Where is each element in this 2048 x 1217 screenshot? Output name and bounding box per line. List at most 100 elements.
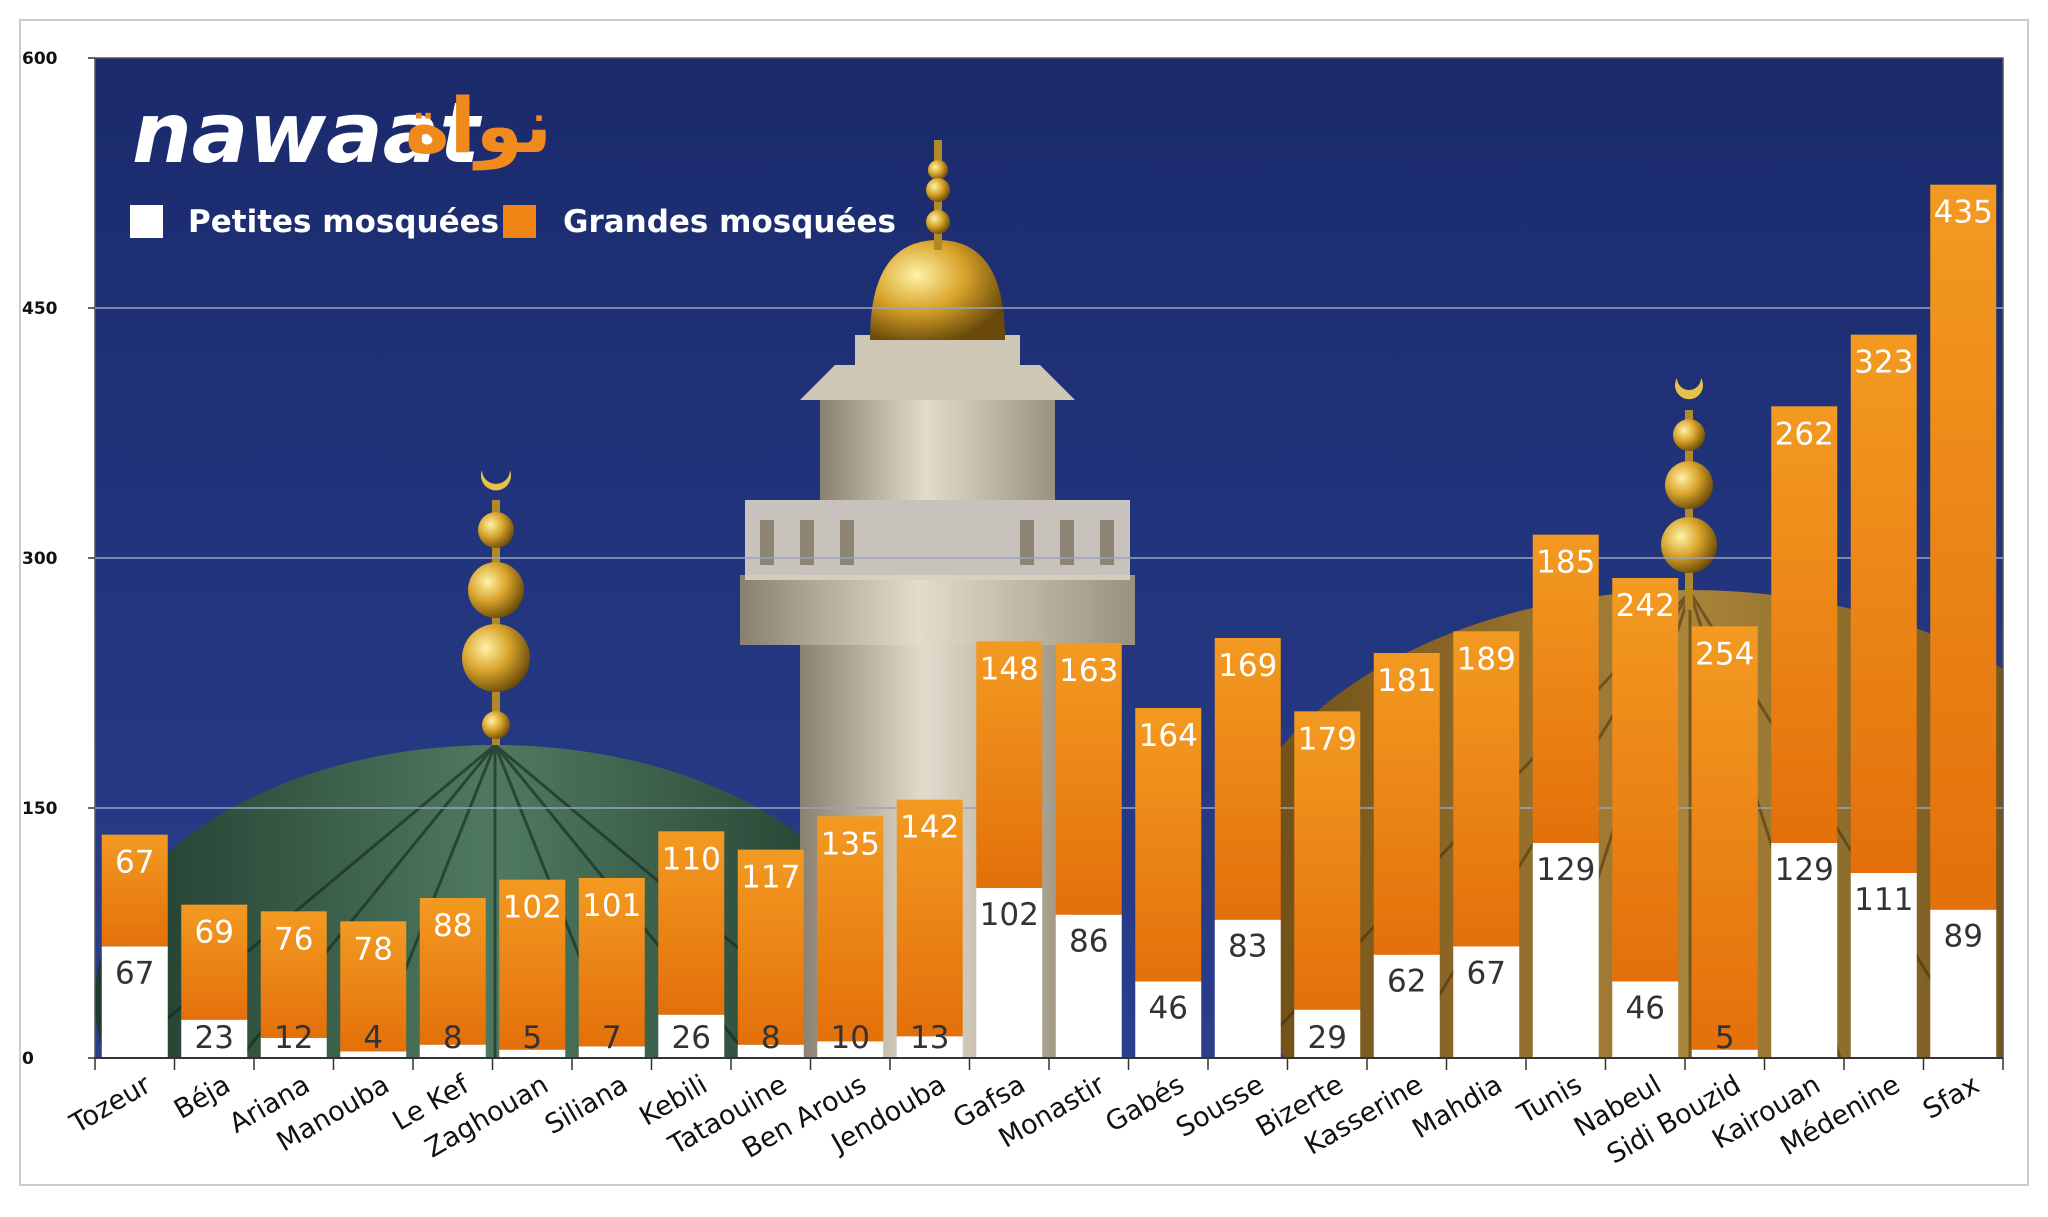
legend-swatch-large xyxy=(503,205,536,238)
y-tick-label: 600 xyxy=(22,49,58,69)
bar-large-6 xyxy=(578,878,645,1047)
bar-small-6 xyxy=(578,1046,645,1058)
bar-small-22 xyxy=(1850,873,1917,1058)
bar-large-16 xyxy=(1373,653,1440,955)
label-small-21: 129 xyxy=(1775,852,1834,888)
bar-large-22 xyxy=(1850,334,1917,874)
bar-large-1 xyxy=(181,904,248,1020)
y-tick-label: 0 xyxy=(22,1049,34,1069)
bar-small-5 xyxy=(499,1049,566,1058)
label-large-10: 142 xyxy=(900,810,959,846)
label-small-12: 86 xyxy=(1069,924,1108,960)
x-tick-label: Tozeur xyxy=(64,1069,157,1141)
bar-small-16 xyxy=(1373,954,1440,1058)
bar-large-8 xyxy=(737,849,804,1045)
label-large-19: 242 xyxy=(1616,588,1675,624)
bar-large-0 xyxy=(101,834,168,947)
bar-large-7 xyxy=(658,831,725,1015)
bar-small-20 xyxy=(1691,1049,1758,1058)
bar-large-11 xyxy=(976,641,1043,888)
bar-small-11 xyxy=(976,888,1043,1058)
bar-small-3 xyxy=(340,1051,407,1058)
bar-large-5 xyxy=(499,879,566,1050)
label-large-18: 185 xyxy=(1536,545,1595,581)
bar-small-1 xyxy=(181,1019,248,1058)
label-large-2: 76 xyxy=(274,921,313,957)
bar-large-19 xyxy=(1612,578,1679,982)
nawaat-logo: nawaat نواة xyxy=(132,81,552,182)
legend-label-small: Petites mosquées xyxy=(188,204,499,240)
bar-large-18 xyxy=(1532,534,1599,843)
bar-small-17 xyxy=(1453,946,1520,1058)
label-small-22: 111 xyxy=(1854,882,1913,918)
x-tick-label: Gabés xyxy=(1100,1069,1189,1138)
label-large-17: 189 xyxy=(1457,641,1516,677)
bar-small-8 xyxy=(737,1044,804,1058)
y-tick-label: 450 xyxy=(22,299,58,319)
label-small-5: 5 xyxy=(522,1020,542,1056)
label-large-15: 179 xyxy=(1298,721,1357,757)
x-tick-label: Sfax xyxy=(1918,1069,1985,1125)
label-small-0: 67 xyxy=(115,955,154,991)
label-large-6: 101 xyxy=(582,888,641,924)
bar-large-3 xyxy=(340,921,407,1052)
label-small-1: 23 xyxy=(195,1020,234,1056)
label-small-3: 4 xyxy=(363,1020,383,1056)
label-large-4: 88 xyxy=(433,908,472,944)
bar-small-23 xyxy=(1930,909,1997,1058)
x-tick-label: Mahdia xyxy=(1407,1069,1507,1145)
bar-large-2 xyxy=(260,911,327,1038)
bar-small-21 xyxy=(1771,843,1838,1058)
label-small-20: 5 xyxy=(1715,1020,1735,1056)
bar-small-4 xyxy=(419,1044,486,1058)
bar-large-17 xyxy=(1453,631,1520,947)
label-small-16: 62 xyxy=(1387,964,1426,1000)
bar-large-12 xyxy=(1055,643,1122,915)
label-small-11: 102 xyxy=(980,897,1039,933)
label-small-17: 67 xyxy=(1467,955,1506,991)
label-large-9: 135 xyxy=(821,826,880,862)
bars: 6767692376127848881025101711026117813510… xyxy=(101,184,1997,1058)
label-small-15: 29 xyxy=(1308,1020,1347,1056)
bar-small-9 xyxy=(817,1041,884,1058)
outer-border xyxy=(19,19,2029,1186)
label-large-1: 69 xyxy=(195,915,234,951)
y-tick-label: 150 xyxy=(22,799,58,819)
label-small-18: 129 xyxy=(1536,852,1595,888)
y-tick-label: 300 xyxy=(22,549,58,569)
label-small-23: 89 xyxy=(1944,919,1983,955)
label-small-8: 8 xyxy=(761,1020,781,1056)
label-small-4: 8 xyxy=(443,1020,463,1056)
label-large-11: 148 xyxy=(980,651,1039,687)
bar-small-2 xyxy=(260,1038,327,1058)
bar-small-14 xyxy=(1214,919,1281,1058)
gridlines xyxy=(95,307,2003,809)
label-large-7: 110 xyxy=(662,841,721,877)
label-small-2: 12 xyxy=(274,1020,313,1056)
label-large-8: 117 xyxy=(741,860,800,896)
label-small-7: 26 xyxy=(672,1020,711,1056)
bar-large-21 xyxy=(1771,406,1838,843)
legend-swatch-small xyxy=(130,205,163,238)
bar-small-18 xyxy=(1532,843,1599,1058)
label-small-10: 13 xyxy=(910,1020,949,1056)
label-large-3: 78 xyxy=(354,931,393,967)
bar-small-10 xyxy=(896,1036,963,1058)
label-small-14: 83 xyxy=(1228,929,1267,965)
label-large-0: 67 xyxy=(115,845,154,881)
bar-small-12 xyxy=(1055,914,1122,1058)
bar-small-0 xyxy=(101,946,168,1058)
bar-large-14 xyxy=(1214,638,1281,920)
bar-large-15 xyxy=(1294,711,1361,1010)
x-tick-label: Sousse xyxy=(1171,1069,1269,1144)
label-large-13: 164 xyxy=(1139,718,1198,754)
label-large-5: 102 xyxy=(503,890,562,926)
bar-small-7 xyxy=(658,1014,725,1058)
label-small-13: 46 xyxy=(1149,990,1188,1026)
legend-label-large: Grandes mosquées xyxy=(563,204,896,240)
bar-large-20 xyxy=(1691,626,1758,1050)
bar-large-23 xyxy=(1930,184,1997,910)
legend: Petites mosquées Grandes mosquées xyxy=(130,204,896,240)
bar-large-13 xyxy=(1135,708,1202,982)
